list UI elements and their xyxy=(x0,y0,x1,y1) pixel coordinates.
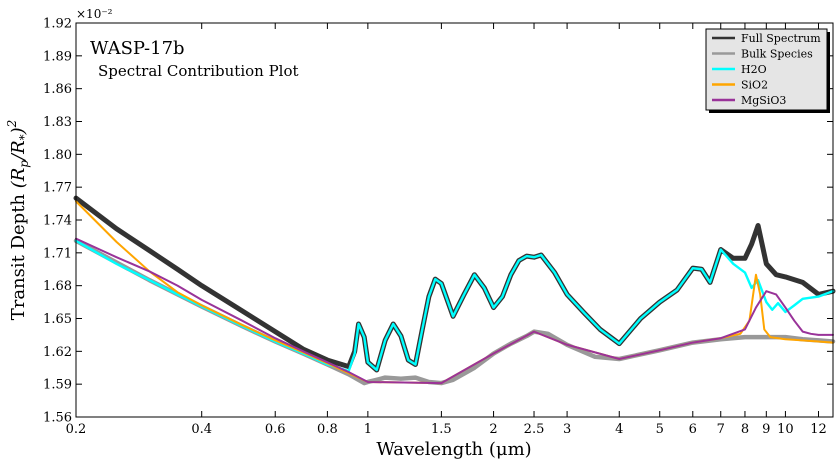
x-tick-label: 2 xyxy=(489,422,497,437)
y-tick-label: 1.86 xyxy=(43,82,72,97)
y-tick-label: 1.89 xyxy=(43,49,72,64)
legend-label: H2O xyxy=(741,63,767,76)
y-axis-label: Transit Depth (Rp/R*)2 xyxy=(5,120,31,321)
y-tick-label: 1.59 xyxy=(43,378,72,393)
y-tick-label: 1.71 xyxy=(43,246,72,261)
y-multiplier: ×10⁻² xyxy=(76,7,113,21)
y-tick-label: 1.74 xyxy=(43,214,72,229)
x-tick-label: 3 xyxy=(563,422,571,437)
legend-label: Bulk Species xyxy=(741,48,813,61)
x-tick-label: 6 xyxy=(689,422,697,437)
series-line-mgsio3 xyxy=(75,237,834,385)
y-tick-label: 1.65 xyxy=(43,312,72,327)
legend: Full Spectrum Bulk Species H2O SiO2 MgSiO3 xyxy=(705,28,830,113)
chart-subtitle: Spectral Contribution Plot xyxy=(98,62,299,80)
y-tick-label: 1.77 xyxy=(43,181,72,196)
x-tick-label: 10 xyxy=(777,422,794,437)
x-tick-label: 0.4 xyxy=(191,422,212,437)
series-layer xyxy=(73,195,836,386)
y-tick-label: 1.68 xyxy=(43,279,72,294)
y-tick-label: 1.83 xyxy=(43,115,72,130)
ticks-layer: 0.2 0.4 0.6 0.8 1 1.5 2 2.5 3 4 5 6 7 8 9 10 12 1.56 1.59 1… xyxy=(43,17,833,437)
x-tick-label: 2.5 xyxy=(524,422,545,437)
legend-label: SiO2 xyxy=(741,79,768,92)
y-axis-label-base: Transit Depth xyxy=(8,188,29,320)
legend-label: MgSiO3 xyxy=(741,94,786,107)
x-tick-label: 4 xyxy=(615,422,623,437)
y-axis-label-math: (Rp/R*)2 xyxy=(5,120,31,189)
x-tick-label: 0.6 xyxy=(265,422,286,437)
x-tick-label: 7 xyxy=(717,422,725,437)
series-line-h2o xyxy=(74,239,835,373)
y-tick-label: 1.92 xyxy=(43,17,72,32)
x-tick-label: 0.8 xyxy=(317,422,338,437)
x-tick-label: 0.2 xyxy=(66,422,87,437)
x-tick-label: 8 xyxy=(741,422,749,437)
legend-label: Full Spectrum xyxy=(741,32,821,45)
x-tick-label: 9 xyxy=(762,422,770,437)
legend-items: Full Spectrum Bulk Species H2O SiO2 MgSiO3 xyxy=(712,32,821,107)
y-tick-label: 1.62 xyxy=(43,345,72,360)
y-tick-label: 1.56 xyxy=(43,411,72,426)
x-tick-label: 5 xyxy=(656,422,664,437)
chart-title: WASP-17b xyxy=(90,38,185,59)
y-tick-label: 1.80 xyxy=(43,148,72,163)
x-tick-label: 1.5 xyxy=(431,422,452,437)
x-tick-label: 1 xyxy=(364,422,372,437)
x-axis-label: Wavelength (μm) xyxy=(376,439,531,460)
x-tick-label: 12 xyxy=(810,422,827,437)
